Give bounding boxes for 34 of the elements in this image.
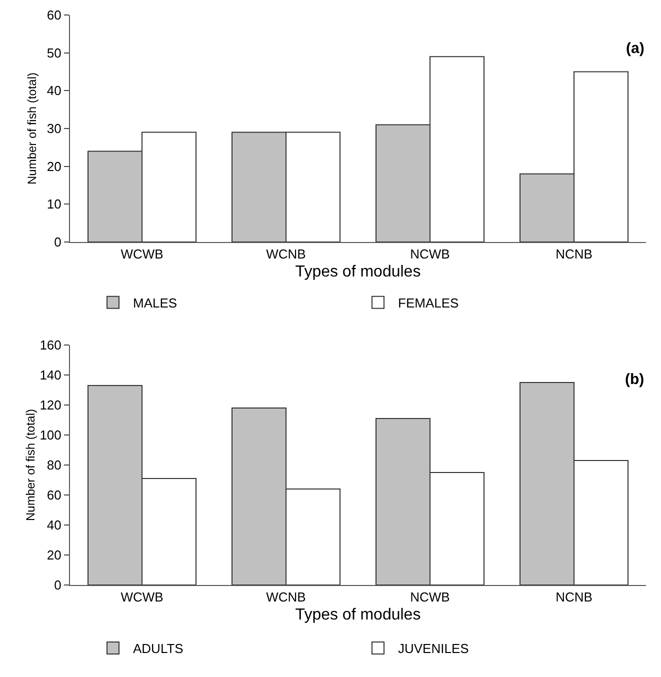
legend-label: ADULTS bbox=[133, 641, 184, 656]
annotation: (b) bbox=[625, 371, 644, 388]
legend-label: JUVENILES bbox=[398, 641, 470, 656]
x-axis-title: Types of modules bbox=[295, 606, 421, 624]
annotation: (a) bbox=[626, 40, 644, 57]
y-tick-label: 20 bbox=[46, 158, 62, 174]
x-tick-label: NCWB bbox=[410, 246, 450, 262]
y-tick-label: 160 bbox=[40, 338, 62, 353]
y-tick-label: 60 bbox=[46, 8, 62, 23]
y-tick-label: 20 bbox=[46, 548, 62, 563]
x-tick-label: WCWB bbox=[120, 246, 164, 262]
y-tick-label: 50 bbox=[46, 45, 62, 60]
y-tick-label: 10 bbox=[46, 196, 62, 212]
y-tick-label: 40 bbox=[46, 83, 62, 98]
y-tick-label: 0 bbox=[54, 578, 62, 593]
x-tick-label: NCNB bbox=[556, 590, 592, 605]
y-tick-label: 40 bbox=[46, 518, 62, 533]
x-tick-label: NCWB bbox=[410, 590, 450, 605]
x-tick-label: WCNB bbox=[266, 246, 306, 262]
y-tick-label: 0 bbox=[54, 234, 62, 250]
y-tick-label: 60 bbox=[46, 488, 62, 503]
y-axis-title: Number of fish (total) bbox=[25, 72, 39, 185]
x-tick-label: WCNB bbox=[266, 590, 306, 605]
y-tick-label: 120 bbox=[40, 398, 62, 413]
y-tick-label: 30 bbox=[46, 121, 62, 136]
x-axis-title: Types of modules bbox=[295, 263, 421, 280]
legend-label: FEMALES bbox=[398, 295, 460, 310]
y-tick-label: 80 bbox=[46, 458, 62, 473]
y-tick-label: 140 bbox=[40, 368, 62, 383]
legend-label: MALES bbox=[133, 295, 178, 310]
x-tick-label: WCWB bbox=[120, 590, 164, 605]
y-axis-title: Number of fish (total) bbox=[24, 408, 38, 522]
y-tick-label: 100 bbox=[40, 428, 62, 443]
x-tick-label: NCNB bbox=[556, 246, 592, 262]
